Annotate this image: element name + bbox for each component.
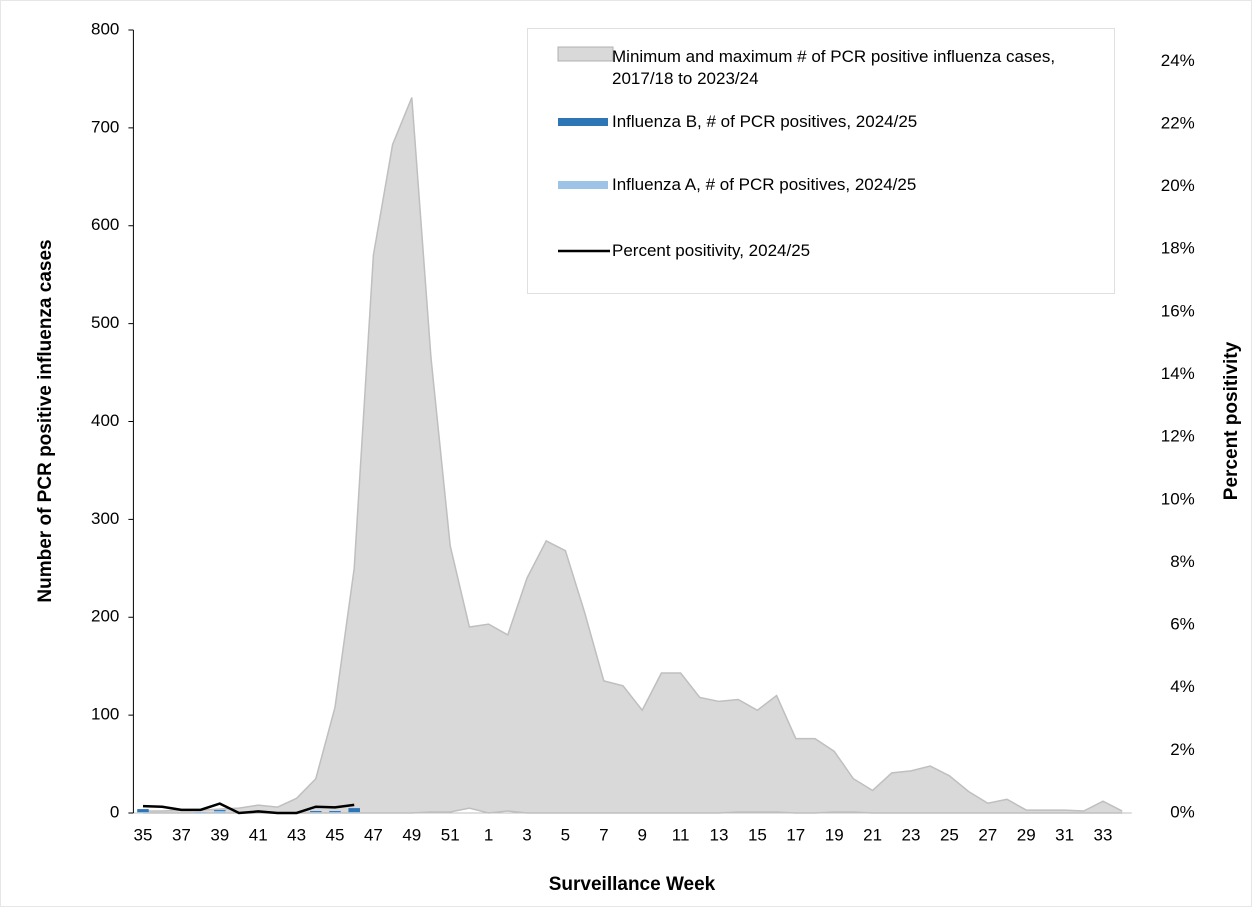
y-tick-label: 0 (110, 802, 119, 821)
y2-tick-label: 8% (1170, 552, 1195, 571)
legend-swatch (558, 118, 608, 126)
y-tick-label: 300 (91, 509, 119, 528)
x-tick-label: 11 (672, 825, 690, 844)
x-tick-label: 27 (978, 825, 997, 844)
x-tick-label: 41 (249, 825, 268, 844)
x-tick-label: 39 (210, 825, 229, 844)
x-tick-label: 51 (441, 825, 460, 844)
range-area (143, 97, 1123, 813)
bar (348, 812, 360, 813)
line (142, 802, 355, 815)
x-axis-title: Surveillance Week (549, 874, 716, 895)
bar (329, 812, 341, 813)
x-tick-label: 13 (710, 825, 729, 844)
x-tick-label: 23 (902, 825, 921, 844)
x-tick-label: 45 (326, 825, 345, 844)
x-tick-label: 19 (825, 825, 844, 844)
x-tick-label: 29 (1017, 825, 1036, 844)
y2-axis-title: Percent positivity (1221, 341, 1242, 500)
y2-tick-label: 20% (1161, 176, 1195, 195)
x-tick-label: 7 (599, 825, 608, 844)
x-tick-label: 47 (364, 825, 383, 844)
x-tick-label: 1 (484, 825, 493, 844)
legend-label: Influenza A, # of PCR positives, 2024/25 (612, 175, 917, 194)
legend-label: Percent positivity, 2024/25 (612, 241, 811, 260)
bar (310, 812, 322, 813)
x-tick-label: 37 (172, 825, 191, 844)
legend-swatch (557, 46, 614, 62)
y-tick-label: 400 (91, 411, 119, 430)
y2-tick-label: 18% (1161, 239, 1195, 258)
y2-tick-label: 6% (1170, 615, 1195, 634)
legend-swatches (557, 46, 614, 253)
x-tick-label: 3 (522, 825, 531, 844)
y2-tick-label: 2% (1170, 740, 1195, 759)
x-tick-label: 35 (134, 825, 153, 844)
y2-tick-label: 0% (1170, 802, 1195, 821)
y-tick-label: 500 (91, 313, 119, 332)
bar (310, 811, 322, 813)
x-tick-label: 5 (561, 825, 570, 844)
legend-label: Minimum and maximum # of PCR positive in… (612, 47, 1056, 88)
bar (137, 809, 149, 813)
legend-swatch (558, 181, 608, 189)
y-tick-label: 100 (91, 705, 119, 724)
x-tick-label: 25 (940, 825, 959, 844)
x-tick-label: 15 (748, 825, 767, 844)
bar (214, 810, 226, 812)
y-tick-label: 600 (91, 215, 119, 234)
bar (194, 812, 207, 813)
x-tick-label: 33 (1094, 825, 1113, 844)
y2-tick-label: 16% (1161, 301, 1195, 320)
bar (137, 812, 149, 813)
x-tick-label: 21 (863, 825, 882, 844)
y2-tick-label: 22% (1161, 113, 1195, 132)
bar (348, 808, 360, 813)
bar (329, 811, 341, 813)
y-tick-label: 200 (91, 607, 119, 626)
y2-tick-label: 14% (1161, 364, 1195, 383)
x-tick-label: 49 (402, 825, 421, 844)
x-tick-label: 17 (786, 825, 805, 844)
y2-tick-label: 24% (1161, 51, 1195, 70)
bar (214, 811, 226, 813)
x-tick-label: 31 (1055, 825, 1074, 844)
y2-tick-label: 4% (1170, 677, 1195, 696)
y-tick-label: 700 (91, 117, 119, 136)
y-axis-title: Number of PCR positive influenza cases (35, 239, 56, 602)
range-max-line (143, 97, 1123, 812)
y2-tick-label: 12% (1161, 427, 1195, 446)
x-tick-label: 43 (287, 825, 306, 844)
x-tick-label: 9 (637, 825, 646, 844)
legend: Minimum and maximum # of PCR positive in… (527, 28, 1115, 294)
y-tick-label: 800 (91, 19, 119, 38)
y2-tick-label: 10% (1161, 489, 1195, 508)
legend-label: Influenza B, # of PCR positives, 2024/25 (612, 112, 918, 131)
